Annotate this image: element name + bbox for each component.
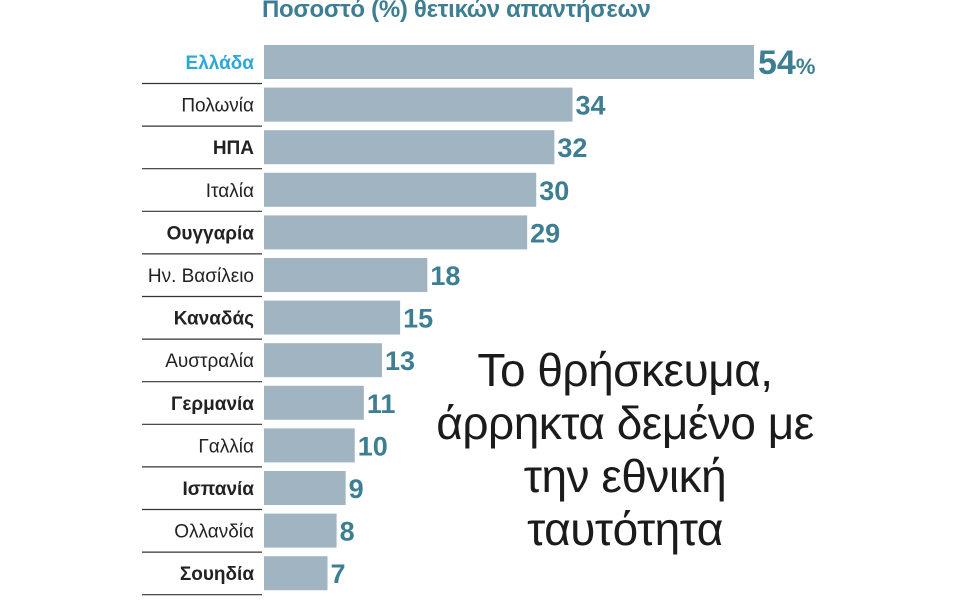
value-label: 13 xyxy=(385,346,415,376)
category-label: Ην. Βασίλειο xyxy=(148,266,254,287)
category-label: Ισπανία xyxy=(182,479,254,500)
bar xyxy=(264,300,401,335)
value-label: 8 xyxy=(340,517,355,547)
value-label: 32 xyxy=(557,133,587,163)
bar xyxy=(264,45,754,79)
bar xyxy=(264,130,555,165)
category-label: Αυστραλία xyxy=(165,351,254,372)
bar xyxy=(264,556,328,591)
value-label: 15 xyxy=(403,304,433,334)
category-label: Πολωνία xyxy=(181,96,254,117)
bar xyxy=(264,172,537,207)
category-label: Ουγγαρία xyxy=(167,223,255,244)
value-label: 11 xyxy=(367,389,396,419)
article-headline: Το θρήσκευμα, άρρηκτα δεμένο με την εθνι… xyxy=(436,344,814,555)
bar xyxy=(264,513,337,548)
bar xyxy=(264,385,364,420)
chart-subtitle: Ποσοστό (%) θετικών απαντήσεων xyxy=(262,0,651,23)
category-label: Καναδάς xyxy=(174,309,254,330)
category-label: Ελλάδα xyxy=(186,53,255,74)
value-label: 54% xyxy=(758,44,815,82)
category-label: Σουηδία xyxy=(180,564,254,585)
value-label: 18 xyxy=(430,261,460,291)
category-label: Ολλανδία xyxy=(174,522,254,543)
value-label: 29 xyxy=(530,218,560,248)
category-label: Γερμανία xyxy=(171,394,254,415)
value-label: 9 xyxy=(349,474,364,504)
bar xyxy=(264,343,382,378)
bar xyxy=(264,215,528,250)
category-label: Ιταλία xyxy=(206,181,254,202)
value-label: 7 xyxy=(331,559,346,589)
value-label: 30 xyxy=(539,176,569,206)
bar xyxy=(264,87,573,122)
value-label: 10 xyxy=(358,431,388,461)
category-label: Γαλλία xyxy=(198,436,254,457)
category-label: ΗΠΑ xyxy=(213,138,254,159)
bar xyxy=(264,428,355,463)
bar xyxy=(264,471,346,505)
bar xyxy=(264,258,428,292)
value-label: 34 xyxy=(576,91,606,121)
